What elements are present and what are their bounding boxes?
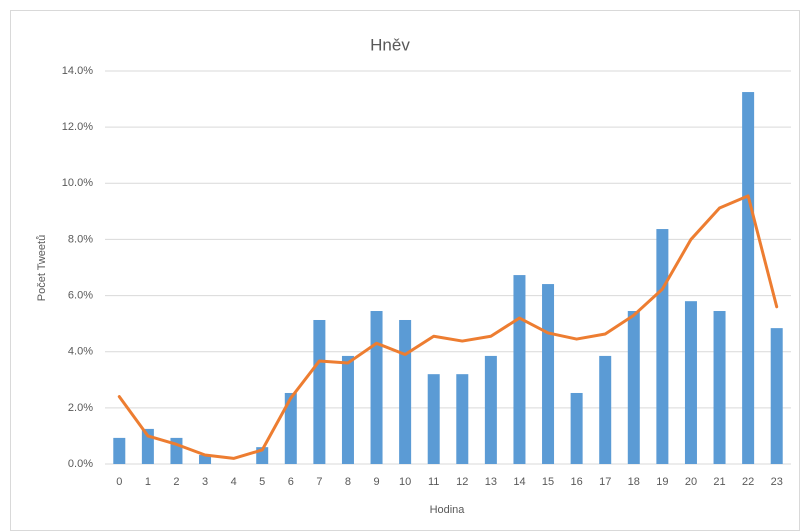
- x-tick-label: 10: [399, 476, 411, 488]
- x-tick-label: 22: [742, 476, 754, 488]
- x-tick-label: 12: [456, 476, 468, 488]
- x-tick-label: 18: [628, 476, 640, 488]
- x-tick-label: 13: [485, 476, 497, 488]
- bar: [742, 92, 755, 464]
- x-tick-label: 2: [173, 476, 179, 488]
- x-tick-label: 8: [345, 476, 351, 488]
- x-tick-label: 3: [202, 476, 208, 488]
- bar: [570, 392, 583, 464]
- x-tick-label: 21: [713, 476, 725, 488]
- bar: [542, 284, 555, 464]
- x-tick-label: 23: [771, 476, 783, 488]
- y-tick-label: 8.0%: [68, 233, 93, 245]
- chart-title: Hněv: [370, 35, 410, 54]
- bar: [284, 392, 297, 464]
- x-tick-label: 7: [316, 476, 322, 488]
- y-tick-label: 2.0%: [68, 402, 93, 414]
- x-tick-label: 11: [428, 476, 439, 488]
- x-tick-label: 16: [571, 476, 583, 488]
- x-tick-label: 0: [116, 476, 122, 488]
- bar: [341, 355, 354, 464]
- bar: [370, 311, 383, 464]
- bar: [456, 374, 469, 464]
- y-tick-label: 10.0%: [62, 177, 93, 189]
- x-tick-label: 5: [259, 476, 265, 488]
- bar: [713, 311, 726, 464]
- bar: [199, 455, 212, 464]
- line: [117, 194, 779, 460]
- bar: [656, 229, 669, 464]
- bar: [113, 437, 126, 464]
- x-tick-label: 20: [685, 476, 697, 488]
- bar: [313, 319, 326, 464]
- y-tick-label: 0.0%: [68, 458, 93, 470]
- bar: [427, 374, 440, 464]
- x-tick-label: 19: [656, 476, 668, 488]
- y-tick-label: 14.0%: [62, 65, 93, 77]
- y-axis-label: Počet Tweetů: [36, 235, 48, 301]
- bar: [513, 275, 526, 464]
- x-tick-label: 15: [542, 476, 554, 488]
- bar: [484, 355, 497, 464]
- y-tick-label: 12.0%: [62, 121, 93, 133]
- x-tick-label: 6: [288, 476, 294, 488]
- x-tick-label: 9: [373, 476, 379, 488]
- x-axis-label: Hodina: [430, 504, 466, 516]
- y-tick-label: 6.0%: [68, 289, 93, 301]
- x-tick-label: 1: [145, 476, 151, 488]
- bar: [627, 311, 640, 464]
- y-tick-label: 4.0%: [68, 346, 93, 358]
- x-tick-label: 14: [513, 476, 525, 488]
- x-tick-label: 17: [599, 476, 611, 488]
- x-tick-label: 4: [231, 476, 237, 488]
- bar: [399, 319, 412, 464]
- bar: [599, 355, 612, 464]
- bar: [684, 301, 697, 464]
- bar: [770, 328, 783, 464]
